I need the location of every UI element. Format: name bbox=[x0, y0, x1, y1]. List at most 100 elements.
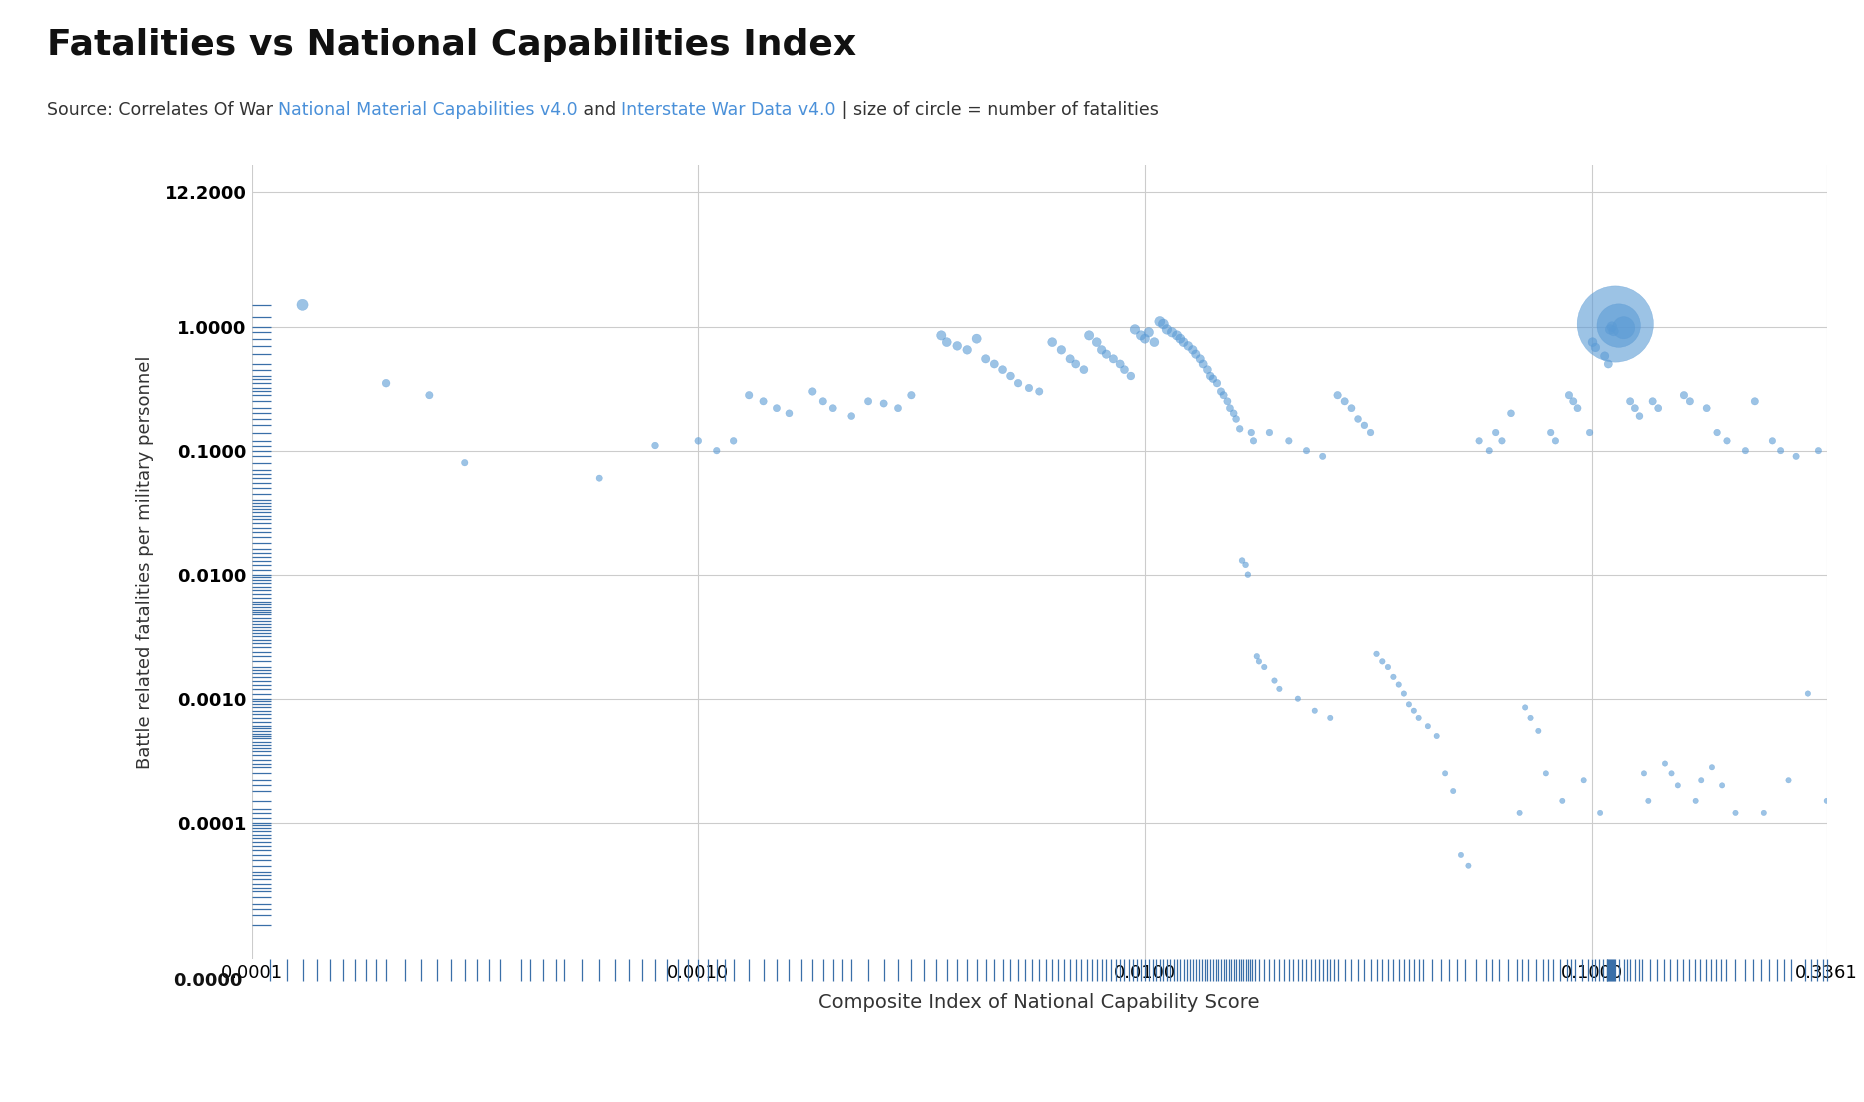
Point bbox=[1361, 645, 1391, 662]
Point bbox=[807, 392, 837, 410]
Point bbox=[1292, 442, 1322, 460]
Point bbox=[762, 399, 792, 417]
Point bbox=[1172, 337, 1202, 355]
Point bbox=[1316, 709, 1346, 726]
Point bbox=[1264, 680, 1294, 698]
Point bbox=[988, 360, 1018, 378]
Point bbox=[979, 355, 1008, 372]
Point bbox=[1178, 341, 1208, 358]
Text: Source: Correlates Of War: Source: Correlates Of War bbox=[47, 101, 278, 119]
Point bbox=[995, 367, 1025, 385]
Point bbox=[1236, 424, 1266, 442]
Point bbox=[1547, 792, 1577, 810]
Point bbox=[1446, 846, 1476, 864]
Point bbox=[1676, 392, 1706, 410]
Y-axis label: Battle related fatalities per military personnel: Battle related fatalities per military p… bbox=[136, 355, 155, 769]
Point bbox=[1169, 333, 1199, 350]
Point bbox=[1497, 404, 1527, 422]
Point bbox=[1474, 442, 1504, 460]
Point bbox=[1282, 690, 1312, 707]
Point bbox=[1465, 432, 1495, 450]
Point bbox=[1068, 360, 1098, 378]
Point bbox=[1202, 375, 1232, 392]
Point bbox=[1644, 399, 1674, 417]
Point bbox=[749, 392, 779, 410]
Point bbox=[884, 399, 913, 417]
Point bbox=[1765, 442, 1795, 460]
Point bbox=[1215, 399, 1245, 417]
Point bbox=[1105, 355, 1135, 372]
Point bbox=[1584, 804, 1614, 822]
Point bbox=[583, 469, 613, 487]
Point bbox=[1515, 709, 1545, 726]
Point bbox=[1374, 658, 1404, 676]
Point bbox=[1329, 392, 1359, 410]
Point bbox=[1195, 367, 1225, 385]
Point bbox=[1398, 702, 1428, 720]
Point bbox=[1581, 338, 1610, 356]
Point bbox=[1243, 652, 1273, 670]
Point bbox=[1536, 424, 1566, 442]
Point bbox=[926, 326, 956, 344]
Point bbox=[1758, 432, 1788, 450]
Point bbox=[837, 408, 867, 425]
Point bbox=[1208, 387, 1238, 404]
Point bbox=[1299, 702, 1329, 720]
Point bbox=[1668, 387, 1698, 404]
Point bbox=[1693, 399, 1722, 417]
Point bbox=[720, 432, 749, 450]
Point bbox=[1309, 447, 1338, 465]
Point bbox=[449, 454, 479, 472]
Point bbox=[1046, 341, 1076, 358]
Point bbox=[1193, 360, 1223, 378]
Point bbox=[1638, 392, 1668, 410]
Text: 0.0000: 0.0000 bbox=[173, 972, 242, 990]
Point bbox=[1596, 321, 1625, 338]
Point bbox=[1098, 350, 1128, 368]
Point bbox=[1120, 321, 1150, 338]
Point bbox=[1249, 658, 1279, 676]
Point bbox=[1212, 392, 1241, 410]
Point bbox=[1590, 347, 1620, 365]
Point bbox=[1368, 652, 1398, 670]
Point bbox=[1383, 676, 1413, 693]
Point bbox=[1014, 379, 1044, 397]
Text: Interstate War Data v4.0: Interstate War Data v4.0 bbox=[621, 101, 835, 119]
Point bbox=[1344, 410, 1374, 428]
Point bbox=[1206, 382, 1236, 400]
Point bbox=[1158, 324, 1187, 342]
Point bbox=[1430, 765, 1460, 782]
Point bbox=[869, 395, 898, 412]
Point bbox=[684, 432, 714, 450]
Point bbox=[1597, 317, 1627, 335]
Point bbox=[1575, 424, 1605, 442]
Text: Fatalities vs National Capabilities Index: Fatalities vs National Capabilities Inde… bbox=[47, 28, 856, 62]
Point bbox=[1530, 765, 1560, 782]
Point bbox=[1087, 341, 1117, 358]
Point bbox=[1003, 375, 1033, 392]
Point bbox=[1487, 432, 1517, 450]
Point bbox=[1730, 442, 1760, 460]
Point bbox=[414, 387, 444, 404]
Point bbox=[1148, 315, 1178, 333]
Point bbox=[1713, 432, 1743, 450]
Point bbox=[1616, 392, 1646, 410]
Point bbox=[1782, 447, 1812, 465]
Point bbox=[1562, 399, 1592, 417]
Point bbox=[1336, 399, 1366, 417]
Point bbox=[1389, 684, 1419, 702]
Point bbox=[1720, 804, 1750, 822]
Point bbox=[1139, 333, 1169, 350]
Point bbox=[1577, 333, 1607, 350]
Point bbox=[1199, 370, 1228, 388]
Point bbox=[1773, 771, 1802, 789]
Point bbox=[1569, 771, 1599, 789]
Point bbox=[897, 387, 926, 404]
Point bbox=[1748, 804, 1778, 822]
Point bbox=[734, 387, 764, 404]
Point bbox=[1109, 360, 1139, 378]
Point bbox=[1609, 318, 1638, 336]
Point bbox=[1523, 722, 1553, 739]
Point bbox=[1117, 367, 1146, 385]
Text: | size of circle = number of fatalities: | size of circle = number of fatalities bbox=[835, 101, 1159, 119]
